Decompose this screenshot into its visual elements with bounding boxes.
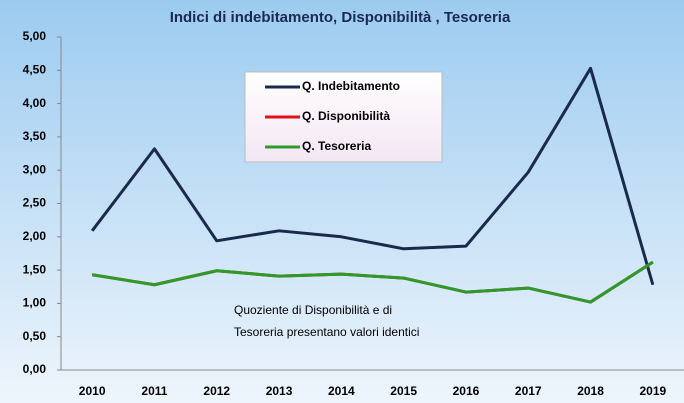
x-tick-label: 2014 <box>328 384 355 398</box>
x-tick-label: 2016 <box>453 384 480 398</box>
y-tick-label: 4,00 <box>23 96 47 110</box>
line-series <box>90 66 655 286</box>
annotation: Quoziente di Disponibilità e di <box>234 303 392 317</box>
y-tick-label: 1,50 <box>23 262 47 276</box>
x-tick-label: 2010 <box>79 384 106 398</box>
chart-title: Indici di indebitamento, Disponibilità ,… <box>170 9 511 26</box>
y-tick-label: 1,00 <box>23 296 47 310</box>
x-tick-label: 2018 <box>577 384 604 398</box>
x-tick-label: 2012 <box>203 384 230 398</box>
x-tick-label: 2019 <box>639 384 666 398</box>
y-tick-label: 4,50 <box>23 62 47 76</box>
annotation: Tesoreria presentano valori identici <box>234 325 419 339</box>
x-tick-label: 2013 <box>266 384 293 398</box>
y-tick-label: 2,50 <box>23 196 47 210</box>
x-tick-label: 2015 <box>390 384 417 398</box>
y-tick-label: 3,50 <box>23 129 47 143</box>
legend-label: Q. Disponibilità <box>302 109 390 123</box>
x-tick-label: 2011 <box>141 384 167 398</box>
y-tick-label: 0,50 <box>23 329 47 343</box>
legend-label: Q. Tesoreria <box>302 139 371 153</box>
legend-label: Q. Indebitamento <box>302 79 400 93</box>
y-tick-label: 3,00 <box>23 162 47 176</box>
line-series <box>91 260 654 304</box>
y-tick-label: 5,00 <box>23 29 47 43</box>
y-tick-label: 2,00 <box>23 229 47 243</box>
y-tick-label: 0,00 <box>23 362 47 376</box>
x-tick-label: 2017 <box>515 384 542 398</box>
